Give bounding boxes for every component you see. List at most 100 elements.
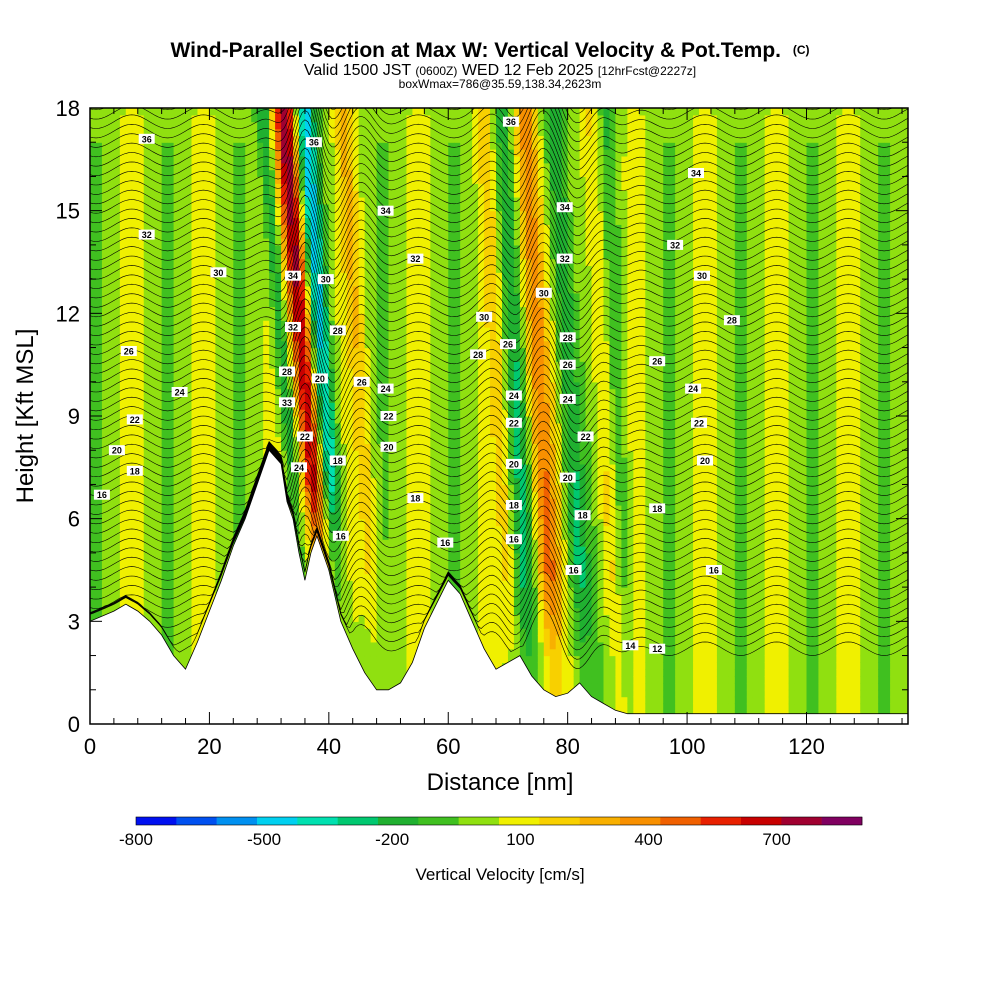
w-cell bbox=[221, 422, 228, 431]
w-cell bbox=[412, 196, 419, 205]
w-cell bbox=[358, 196, 366, 205]
w-cell bbox=[263, 169, 270, 178]
w-cell bbox=[173, 628, 181, 636]
w-cell bbox=[304, 285, 312, 294]
w-cell bbox=[257, 416, 264, 424]
w-cell bbox=[137, 450, 145, 458]
w-cell bbox=[352, 251, 360, 260]
w-cell bbox=[340, 169, 348, 178]
w-cell bbox=[191, 299, 199, 308]
w-cell bbox=[322, 121, 330, 130]
w-cell bbox=[352, 231, 360, 239]
w-cell bbox=[406, 340, 414, 349]
w-cell bbox=[143, 573, 151, 581]
w-cell bbox=[269, 320, 276, 328]
w-cell bbox=[137, 251, 145, 260]
w-cell bbox=[191, 641, 199, 650]
w-cell bbox=[418, 546, 425, 554]
w-cell bbox=[400, 374, 408, 383]
w-cell bbox=[191, 368, 199, 376]
w-cell bbox=[310, 491, 318, 499]
w-cell bbox=[131, 600, 139, 609]
w-cell bbox=[257, 450, 264, 458]
w-cell bbox=[185, 203, 193, 212]
w-cell bbox=[173, 285, 181, 294]
w-cell bbox=[179, 340, 187, 349]
w-cell bbox=[316, 108, 324, 116]
w-cell bbox=[364, 217, 372, 225]
w-cell bbox=[346, 600, 354, 609]
w-cell bbox=[400, 587, 408, 595]
w-cell bbox=[95, 299, 103, 308]
w-cell bbox=[149, 190, 157, 198]
w-cell bbox=[131, 320, 139, 328]
w-cell bbox=[316, 333, 324, 342]
w-cell bbox=[143, 539, 151, 547]
w-cell bbox=[221, 320, 228, 328]
w-cell bbox=[310, 299, 318, 308]
w-cell bbox=[364, 498, 372, 506]
w-cell bbox=[394, 196, 402, 205]
w-cell bbox=[227, 491, 234, 499]
w-cell bbox=[322, 422, 330, 431]
w-cell bbox=[304, 463, 312, 472]
w-cell bbox=[406, 580, 414, 588]
w-cell bbox=[167, 443, 175, 451]
w-cell bbox=[263, 402, 270, 410]
w-cell bbox=[119, 292, 127, 301]
w-cell bbox=[101, 443, 109, 451]
w-cell bbox=[340, 176, 348, 184]
w-cell bbox=[185, 552, 193, 561]
w-cell bbox=[322, 162, 330, 171]
w-cell bbox=[113, 402, 121, 410]
w-cell bbox=[263, 121, 270, 130]
w-cell bbox=[233, 470, 240, 479]
w-cell bbox=[346, 381, 354, 390]
w-cell bbox=[310, 196, 318, 205]
w-cell bbox=[107, 128, 115, 136]
w-cell bbox=[245, 381, 252, 390]
w-cell bbox=[382, 361, 390, 369]
w-cell bbox=[251, 416, 258, 424]
w-cell bbox=[251, 190, 258, 198]
w-cell bbox=[119, 402, 127, 410]
w-cell bbox=[269, 306, 276, 314]
w-cell bbox=[394, 320, 402, 328]
w-cell bbox=[221, 457, 228, 465]
w-cell bbox=[161, 511, 169, 520]
w-cell bbox=[233, 484, 240, 492]
w-cell bbox=[322, 409, 330, 417]
w-cell bbox=[287, 443, 294, 451]
w-cell bbox=[203, 121, 211, 130]
w-cell bbox=[358, 272, 366, 280]
w-cell bbox=[322, 306, 330, 314]
w-cell bbox=[257, 217, 264, 225]
w-cell bbox=[269, 416, 276, 424]
w-cell bbox=[167, 614, 175, 622]
w-cell bbox=[90, 580, 97, 588]
w-cell bbox=[215, 498, 222, 506]
w-cell bbox=[173, 504, 181, 513]
w-cell bbox=[269, 224, 276, 232]
w-cell bbox=[269, 121, 276, 130]
w-cell bbox=[113, 340, 121, 349]
w-cell bbox=[245, 142, 252, 150]
w-cell bbox=[287, 429, 294, 438]
w-cell bbox=[239, 498, 246, 506]
w-cell bbox=[191, 121, 199, 130]
w-cell bbox=[412, 402, 419, 410]
w-cell bbox=[131, 203, 139, 212]
w-cell bbox=[155, 231, 163, 239]
w-cell bbox=[179, 251, 187, 260]
w-cell bbox=[227, 477, 234, 486]
w-cell bbox=[137, 121, 145, 130]
w-cell bbox=[382, 176, 390, 184]
w-cell bbox=[197, 566, 205, 575]
w-cell bbox=[155, 621, 163, 629]
w-cell bbox=[203, 566, 211, 575]
w-cell bbox=[334, 244, 342, 253]
w-cell bbox=[107, 525, 115, 533]
w-cell bbox=[364, 504, 372, 513]
w-cell bbox=[340, 498, 348, 506]
w-cell bbox=[227, 320, 234, 328]
